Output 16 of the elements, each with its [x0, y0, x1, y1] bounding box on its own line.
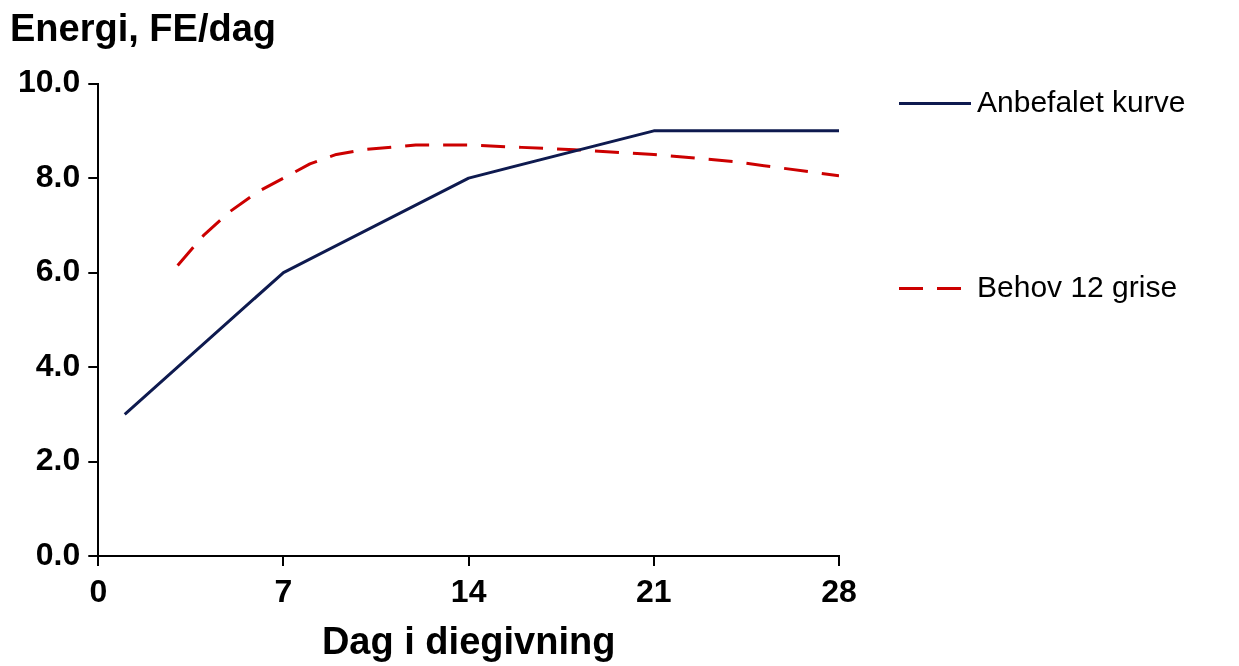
- y-tick-label: 10.0: [18, 63, 81, 100]
- line-series: [176, 143, 839, 267]
- x-tick-label: 21: [636, 573, 672, 610]
- y-tick-label: 4.0: [35, 346, 81, 383]
- y-tick-label: 0.0: [35, 535, 81, 572]
- x-tick-label: 28: [821, 573, 857, 610]
- y-tick-label: 6.0: [35, 252, 81, 289]
- x-tick-label: 0: [89, 573, 108, 610]
- legend-label: Behov 12 grise: [977, 269, 1178, 303]
- x-tick-label: 14: [450, 573, 487, 610]
- x-axis-title: Dag i diegivning: [321, 619, 616, 662]
- x-tick-label: 7: [274, 573, 293, 610]
- y-tick-label: 8.0: [35, 157, 81, 194]
- legend-label: Anbefalet kurve: [977, 84, 1186, 118]
- y-tick-label: 2.0: [35, 441, 81, 478]
- y-axis-title: Energi, FE/dag: [10, 7, 277, 50]
